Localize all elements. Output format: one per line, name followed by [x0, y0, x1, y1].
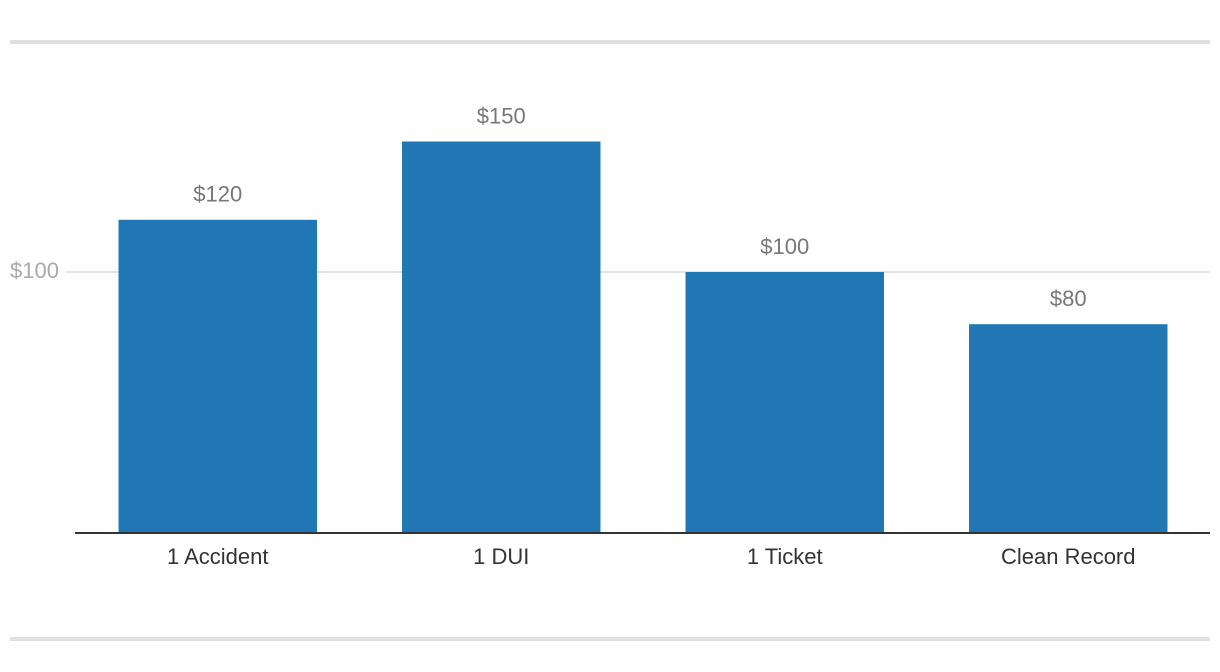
x-tick-label: 1 Accident — [167, 544, 269, 569]
x-tick-label: Clean Record — [1001, 544, 1136, 569]
x-tick-label: 1 Ticket — [747, 544, 823, 569]
value-label: $120 — [193, 182, 242, 207]
bar — [118, 219, 317, 534]
value-label: $80 — [1050, 286, 1087, 311]
bar — [402, 141, 601, 533]
bar — [685, 272, 884, 533]
top-rule — [10, 40, 1210, 44]
bottom-rule — [10, 637, 1210, 641]
y-tick-label: $100 — [10, 258, 59, 283]
value-label: $150 — [477, 103, 526, 128]
bar — [969, 324, 1168, 533]
x-tick-label: 1 DUI — [473, 544, 529, 569]
value-label: $100 — [760, 234, 809, 259]
